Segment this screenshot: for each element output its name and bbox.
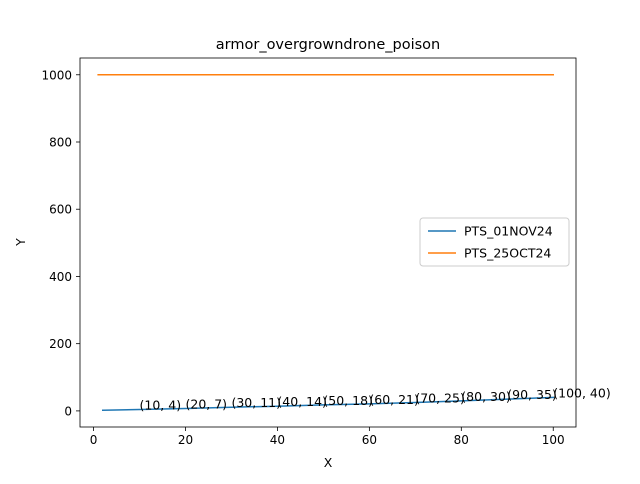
point-annotation: (10, 4) — [140, 398, 182, 413]
legend-box — [419, 217, 570, 267]
chart-title: armor_overgrowndrone_poison — [216, 37, 440, 53]
x-tick-label: 0 — [90, 433, 98, 447]
point-annotation: (40, 14) — [277, 394, 327, 409]
point-annotation: (80, 30) — [461, 389, 511, 404]
x-tick-label: 20 — [178, 433, 193, 447]
y-axis-label: Y — [13, 238, 28, 247]
x-tick-label: 60 — [362, 433, 377, 447]
y-tick-label: 0 — [64, 404, 72, 418]
point-annotation: (20, 7) — [186, 397, 228, 412]
axes-frame — [79, 57, 577, 428]
point-annotation: (70, 25) — [415, 391, 465, 406]
point-annotation: (30, 11) — [231, 395, 281, 410]
y-tick-label: 1000 — [41, 68, 72, 82]
x-tick-label: 40 — [270, 433, 285, 447]
legend: PTS_01NOV24 PTS_25OCT24 — [419, 217, 570, 267]
x-axis-label: X — [324, 455, 333, 470]
point-annotation: (60, 21) — [369, 392, 419, 407]
point-annotation: (100, 40) — [553, 385, 610, 400]
y-tick-label: 800 — [49, 135, 72, 149]
y-tick-label: 200 — [49, 337, 72, 351]
x-tick-label: 100 — [542, 433, 565, 447]
series-line-1 — [101, 396, 555, 411]
y-tick-label: 600 — [49, 203, 72, 217]
point-annotation: (90, 35) — [507, 387, 557, 402]
legend-label: PTS_25OCT24 — [464, 246, 551, 261]
y-tick-label: 400 — [49, 270, 72, 284]
x-tick-label: 80 — [454, 433, 469, 447]
legend-label: PTS_01NOV24 — [464, 224, 553, 239]
plot-area: (10, 4) (20, 7) (30, 11)(40, 14)(50, 18)(6… — [41, 57, 611, 447]
point-annotation: (50, 18) — [323, 393, 373, 408]
